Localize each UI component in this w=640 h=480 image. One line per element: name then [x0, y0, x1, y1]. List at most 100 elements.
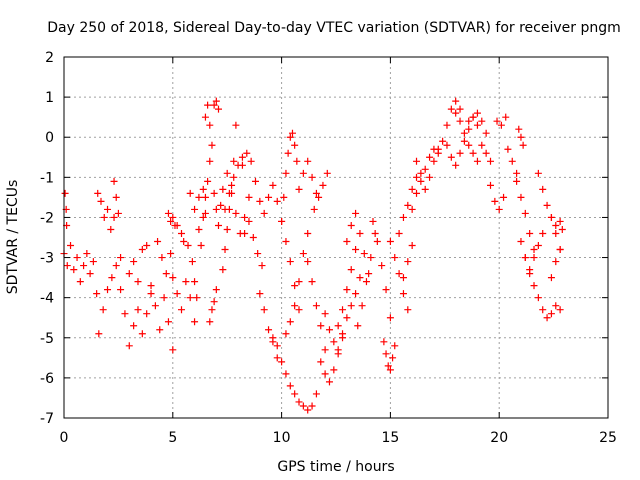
data-point: [206, 157, 214, 165]
data-point: [473, 109, 481, 117]
data-point: [347, 221, 355, 229]
data-point: [299, 169, 307, 177]
data-point: [558, 225, 566, 233]
data-point: [295, 185, 303, 193]
data-point: [204, 177, 212, 185]
data-point: [180, 238, 188, 246]
data-point: [452, 97, 460, 105]
data-point: [134, 278, 142, 286]
data-point: [452, 161, 460, 169]
data-point: [286, 318, 294, 326]
y-tick-label: 0: [45, 130, 54, 146]
data-point: [280, 193, 288, 201]
data-point: [265, 326, 273, 334]
data-point: [94, 189, 102, 197]
data-point: [330, 338, 338, 346]
data-point: [191, 278, 199, 286]
data-point: [238, 161, 246, 169]
data-point: [521, 254, 529, 262]
data-point: [373, 238, 381, 246]
data-point: [421, 185, 429, 193]
data-point: [404, 306, 412, 314]
data-point: [319, 181, 327, 189]
data-point: [495, 205, 503, 213]
data-point: [317, 322, 325, 330]
data-point: [63, 262, 71, 270]
data-point: [371, 229, 379, 237]
data-point: [76, 278, 84, 286]
data-point: [245, 193, 253, 201]
y-tick-label: -6: [40, 371, 54, 387]
data-point: [73, 254, 81, 262]
data-point: [323, 169, 331, 177]
data-point: [543, 201, 551, 209]
y-tick-label: -2: [40, 210, 54, 226]
data-point: [210, 101, 218, 109]
data-point: [404, 258, 412, 266]
data-point: [343, 314, 351, 322]
data-point: [358, 302, 366, 310]
data-point: [456, 149, 464, 157]
data-point: [80, 262, 88, 270]
data-point: [265, 193, 273, 201]
data-point: [399, 213, 407, 221]
data-point: [497, 121, 505, 129]
data-point: [104, 205, 112, 213]
data-point: [356, 229, 364, 237]
data-point: [208, 141, 216, 149]
data-point: [184, 242, 192, 250]
data-point: [93, 290, 101, 298]
y-tick-label: 2: [45, 50, 54, 66]
data-point: [413, 173, 421, 181]
data-point: [391, 254, 399, 262]
y-tick-label: -3: [40, 251, 54, 267]
data-point: [493, 117, 501, 125]
data-point: [162, 270, 170, 278]
data-point: [517, 238, 525, 246]
data-point: [169, 213, 177, 221]
data-point: [547, 213, 555, 221]
axis-ticks: 0 5 10 15 20 25 -7 -6 -5 -4 -3 -2 -1 0 1 2: [40, 50, 617, 446]
data-point: [552, 258, 560, 266]
data-point: [552, 302, 560, 310]
x-tick-label: 20: [490, 430, 508, 446]
data-point: [143, 242, 151, 250]
data-point: [260, 209, 268, 217]
data-point: [330, 366, 338, 374]
data-point: [201, 193, 209, 201]
data-point: [291, 282, 299, 290]
data-point: [443, 141, 451, 149]
data-point: [256, 197, 264, 205]
data-point: [228, 181, 236, 189]
data-point: [552, 229, 560, 237]
data-point: [539, 306, 547, 314]
data-point: [315, 193, 323, 201]
y-tick-label: 1: [45, 90, 54, 106]
data-point: [273, 354, 281, 362]
data-point: [223, 225, 231, 233]
data-point: [354, 322, 362, 330]
data-point: [206, 318, 214, 326]
data-point: [286, 382, 294, 390]
data-point: [197, 242, 205, 250]
grid-layer: [64, 57, 608, 418]
data-point: [556, 306, 564, 314]
data-point: [339, 330, 347, 338]
data-point: [395, 229, 403, 237]
data-point: [539, 185, 547, 193]
data-point: [291, 141, 299, 149]
data-point: [312, 302, 320, 310]
data-point: [186, 189, 194, 197]
data-point: [210, 298, 218, 306]
data-point: [386, 314, 394, 322]
data-point: [182, 278, 190, 286]
data-point: [399, 290, 407, 298]
data-point: [278, 217, 286, 225]
data-point: [286, 133, 294, 141]
data-point: [504, 145, 512, 153]
data-point: [151, 302, 159, 310]
data-point: [154, 238, 162, 246]
data-point: [434, 149, 442, 157]
data-point: [99, 306, 107, 314]
data-point: [130, 322, 138, 330]
